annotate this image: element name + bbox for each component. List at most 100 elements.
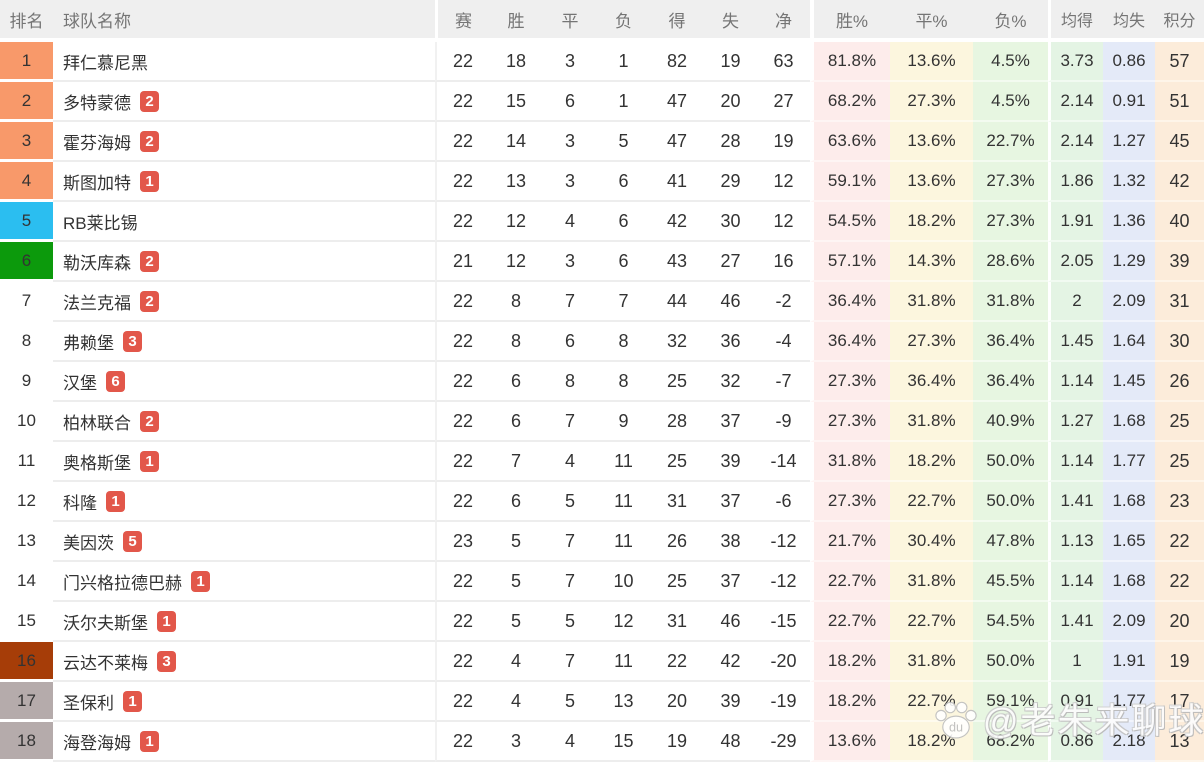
- suspension-count-badge: 5: [123, 530, 142, 552]
- table-row[interactable]: 12 科隆 1 22 6 5 11 31 37 -6 27.3% 22.7% 5…: [0, 482, 1204, 522]
- points-cell: 39: [1155, 242, 1204, 282]
- table-row[interactable]: 2 多特蒙德 2 22 15 6 1 47 20 27 68.2% 27.3% …: [0, 82, 1204, 122]
- losses-cell: 10: [597, 562, 650, 602]
- team-name: RB莱比锡: [63, 213, 138, 233]
- team-name: 美因茨: [63, 533, 114, 553]
- goals-against-cell: 37: [704, 562, 757, 602]
- suspension-count-badge: 2: [140, 290, 159, 312]
- team-name-cell[interactable]: 勒沃库森 2: [53, 242, 435, 282]
- table-row[interactable]: 18 海登海姆 1 22 3 4 15 19 48 -29 13.6% 18.2…: [0, 722, 1204, 762]
- suspension-count-badge: 3: [123, 330, 142, 352]
- table-row[interactable]: 10 柏林联合 2 22 6 7 9 28 37 -9 27.3% 31.8% …: [0, 402, 1204, 442]
- points-cell: 23: [1155, 482, 1204, 522]
- draws-cell: 6: [543, 322, 597, 362]
- wins-cell: 8: [489, 322, 543, 362]
- points-cell: 22: [1155, 562, 1204, 602]
- loss-pct-cell: 40.9%: [973, 402, 1048, 442]
- goal-diff-cell: 19: [757, 122, 810, 162]
- team-name-cell[interactable]: 斯图加特 1: [53, 162, 435, 202]
- team-name-cell[interactable]: 圣保利 1: [53, 682, 435, 722]
- table-row[interactable]: 5 RB莱比锡 22 12 4 6 42 30 12 54.5% 18.2% 2…: [0, 202, 1204, 242]
- points-cell: 17: [1155, 682, 1204, 722]
- team-name-cell[interactable]: 汉堡 6: [53, 362, 435, 402]
- draws-cell: 7: [543, 642, 597, 682]
- draw-pct-cell: 13.6%: [890, 162, 973, 202]
- win-pct-cell: 18.2%: [810, 682, 890, 722]
- avg-goals-for-cell: 2: [1048, 282, 1103, 322]
- goals-against-cell: 19: [704, 42, 757, 82]
- suspension-count-badge: 1: [123, 690, 142, 712]
- team-name-cell[interactable]: RB莱比锡: [53, 202, 435, 242]
- team-name: 斯图加特: [63, 173, 131, 193]
- team-name-cell[interactable]: 海登海姆 1: [53, 722, 435, 762]
- table-row[interactable]: 13 美因茨 5 23 5 7 11 26 38 -12 21.7% 30.4%…: [0, 522, 1204, 562]
- win-pct-cell: 36.4%: [810, 322, 890, 362]
- draws-cell: 3: [543, 122, 597, 162]
- table-row[interactable]: 8 弗赖堡 3 22 8 6 8 32 36 -4 36.4% 27.3% 36…: [0, 322, 1204, 362]
- played-cell: 22: [435, 722, 489, 762]
- rank-cell: 11: [0, 442, 53, 482]
- goals-against-cell: 38: [704, 522, 757, 562]
- win-pct-cell: 81.8%: [810, 42, 890, 82]
- draws-cell: 7: [543, 282, 597, 322]
- goals-against-cell: 46: [704, 282, 757, 322]
- losses-cell: 7: [597, 282, 650, 322]
- goal-diff-cell: -12: [757, 562, 810, 602]
- draws-cell: 6: [543, 82, 597, 122]
- table-row[interactable]: 3 霍芬海姆 2 22 14 3 5 47 28 19 63.6% 13.6% …: [0, 122, 1204, 162]
- table-row[interactable]: 1 拜仁慕尼黑 22 18 3 1 82 19 63 81.8% 13.6% 4…: [0, 42, 1204, 82]
- loss-pct-cell: 50.0%: [973, 442, 1048, 482]
- draw-pct-cell: 13.6%: [890, 122, 973, 162]
- goal-diff-cell: 12: [757, 162, 810, 202]
- rank-cell: 17: [0, 682, 53, 722]
- team-name-cell[interactable]: 多特蒙德 2: [53, 82, 435, 122]
- table-row[interactable]: 6 勒沃库森 2 21 12 3 6 43 27 16 57.1% 14.3% …: [0, 242, 1204, 282]
- team-name-cell[interactable]: 法兰克福 2: [53, 282, 435, 322]
- table-row[interactable]: 7 法兰克福 2 22 8 7 7 44 46 -2 36.4% 31.8% 3…: [0, 282, 1204, 322]
- table-row[interactable]: 16 云达不莱梅 3 22 4 7 11 22 42 -20 18.2% 31.…: [0, 642, 1204, 682]
- table-row[interactable]: 11 奥格斯堡 1 22 7 4 11 25 39 -14 31.8% 18.2…: [0, 442, 1204, 482]
- column-header-avg-goals-against: 均失: [1103, 0, 1155, 42]
- win-pct-cell: 36.4%: [810, 282, 890, 322]
- column-header-rank: 排名: [0, 0, 53, 42]
- team-name-cell[interactable]: 柏林联合 2: [53, 402, 435, 442]
- avg-goals-for-cell: 2.05: [1048, 242, 1103, 282]
- team-name-cell[interactable]: 霍芬海姆 2: [53, 122, 435, 162]
- table-row[interactable]: 14 门兴格拉德巴赫 1 22 5 7 10 25 37 -12 22.7% 3…: [0, 562, 1204, 602]
- loss-pct-cell: 36.4%: [973, 322, 1048, 362]
- team-name-cell[interactable]: 云达不莱梅 3: [53, 642, 435, 682]
- losses-cell: 11: [597, 642, 650, 682]
- loss-pct-cell: 45.5%: [973, 562, 1048, 602]
- team-name-cell[interactable]: 美因茨 5: [53, 522, 435, 562]
- avg-goals-against-cell: 1.29: [1103, 242, 1155, 282]
- column-header-avg-goals-for: 均得: [1048, 0, 1103, 42]
- team-name-cell[interactable]: 奥格斯堡 1: [53, 442, 435, 482]
- team-name-cell[interactable]: 科隆 1: [53, 482, 435, 522]
- avg-goals-for-cell: 1.14: [1048, 362, 1103, 402]
- avg-goals-against-cell: 1.36: [1103, 202, 1155, 242]
- played-cell: 22: [435, 162, 489, 202]
- goals-for-cell: 25: [650, 362, 704, 402]
- avg-goals-against-cell: 0.91: [1103, 82, 1155, 122]
- win-pct-cell: 68.2%: [810, 82, 890, 122]
- wins-cell: 12: [489, 202, 543, 242]
- team-name-cell[interactable]: 拜仁慕尼黑: [53, 42, 435, 82]
- goals-for-cell: 47: [650, 82, 704, 122]
- table-row[interactable]: 15 沃尔夫斯堡 1 22 5 5 12 31 46 -15 22.7% 22.…: [0, 602, 1204, 642]
- rank-cell: 4: [0, 162, 53, 202]
- goal-diff-cell: -7: [757, 362, 810, 402]
- team-name: 云达不莱梅: [63, 653, 148, 673]
- table-row[interactable]: 17 圣保利 1 22 4 5 13 20 39 -19 18.2% 22.7%…: [0, 682, 1204, 722]
- rank-cell: 9: [0, 362, 53, 402]
- wins-cell: 5: [489, 522, 543, 562]
- draw-pct-cell: 31.8%: [890, 402, 973, 442]
- table-row[interactable]: 9 汉堡 6 22 6 8 8 25 32 -7 27.3% 36.4% 36.…: [0, 362, 1204, 402]
- draw-pct-cell: 22.7%: [890, 602, 973, 642]
- team-name-cell[interactable]: 弗赖堡 3: [53, 322, 435, 362]
- team-name-cell[interactable]: 沃尔夫斯堡 1: [53, 602, 435, 642]
- team-name-cell[interactable]: 门兴格拉德巴赫 1: [53, 562, 435, 602]
- table-row[interactable]: 4 斯图加特 1 22 13 3 6 41 29 12 59.1% 13.6% …: [0, 162, 1204, 202]
- losses-cell: 13: [597, 682, 650, 722]
- avg-goals-against-cell: 1.77: [1103, 442, 1155, 482]
- rank-cell: 2: [0, 82, 53, 122]
